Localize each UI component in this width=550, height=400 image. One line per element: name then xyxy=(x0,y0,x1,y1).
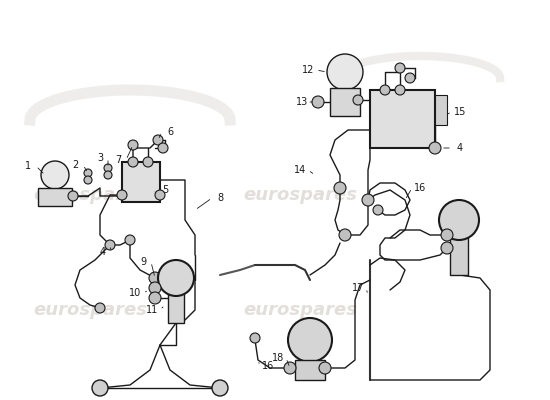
Circle shape xyxy=(362,194,374,206)
Text: 3: 3 xyxy=(97,153,103,163)
Circle shape xyxy=(441,229,453,241)
Circle shape xyxy=(319,362,331,374)
Text: 9: 9 xyxy=(140,257,146,267)
Circle shape xyxy=(149,292,161,304)
Circle shape xyxy=(149,272,161,284)
Text: 8: 8 xyxy=(217,193,223,203)
Text: eurospares: eurospares xyxy=(33,186,147,204)
Text: 6: 6 xyxy=(167,127,173,137)
Bar xyxy=(295,360,325,380)
Circle shape xyxy=(41,161,69,189)
Circle shape xyxy=(153,135,163,145)
Text: eurospares: eurospares xyxy=(33,301,147,319)
Text: 4: 4 xyxy=(100,247,106,257)
Bar xyxy=(38,188,72,206)
Bar xyxy=(122,162,160,202)
Text: eurospares: eurospares xyxy=(243,301,357,319)
Circle shape xyxy=(339,229,351,241)
Circle shape xyxy=(439,200,479,240)
Circle shape xyxy=(380,85,390,95)
Circle shape xyxy=(158,143,168,153)
Circle shape xyxy=(373,205,383,215)
Circle shape xyxy=(117,190,127,200)
Text: 17: 17 xyxy=(352,283,364,293)
Circle shape xyxy=(95,303,105,313)
Bar xyxy=(450,220,468,275)
Circle shape xyxy=(334,182,346,194)
Circle shape xyxy=(212,380,228,396)
Circle shape xyxy=(128,157,138,167)
Circle shape xyxy=(84,176,92,184)
Circle shape xyxy=(104,164,112,172)
Text: 12: 12 xyxy=(302,65,314,75)
Circle shape xyxy=(143,157,153,167)
Circle shape xyxy=(327,54,363,90)
Circle shape xyxy=(312,96,324,108)
Circle shape xyxy=(288,318,332,362)
Circle shape xyxy=(158,260,194,296)
Circle shape xyxy=(104,171,112,179)
Circle shape xyxy=(92,380,108,396)
Bar xyxy=(435,95,447,125)
Circle shape xyxy=(155,190,165,200)
Circle shape xyxy=(353,95,363,105)
Text: eurospares: eurospares xyxy=(243,186,357,204)
Circle shape xyxy=(128,140,138,150)
Text: 15: 15 xyxy=(454,107,466,117)
Circle shape xyxy=(250,333,260,343)
Circle shape xyxy=(284,362,296,374)
Circle shape xyxy=(429,142,441,154)
Text: 16: 16 xyxy=(414,183,426,193)
Bar xyxy=(370,90,435,148)
Circle shape xyxy=(395,63,405,73)
Text: 5: 5 xyxy=(162,185,168,195)
Text: 2: 2 xyxy=(72,160,78,170)
Text: 14: 14 xyxy=(294,165,306,175)
Circle shape xyxy=(441,242,453,254)
Text: 18: 18 xyxy=(272,353,284,363)
Circle shape xyxy=(68,191,78,201)
Text: 4: 4 xyxy=(457,143,463,153)
Circle shape xyxy=(84,169,92,177)
Text: 10: 10 xyxy=(129,288,141,298)
Text: 1: 1 xyxy=(25,161,31,171)
Circle shape xyxy=(105,240,115,250)
Text: 7: 7 xyxy=(115,155,121,165)
Bar xyxy=(330,88,360,116)
Text: 16: 16 xyxy=(262,361,274,371)
Text: 13: 13 xyxy=(296,97,308,107)
Circle shape xyxy=(149,282,161,294)
Circle shape xyxy=(125,235,135,245)
Circle shape xyxy=(405,73,415,83)
Text: 11: 11 xyxy=(146,305,158,315)
Circle shape xyxy=(395,85,405,95)
Bar xyxy=(168,278,184,323)
